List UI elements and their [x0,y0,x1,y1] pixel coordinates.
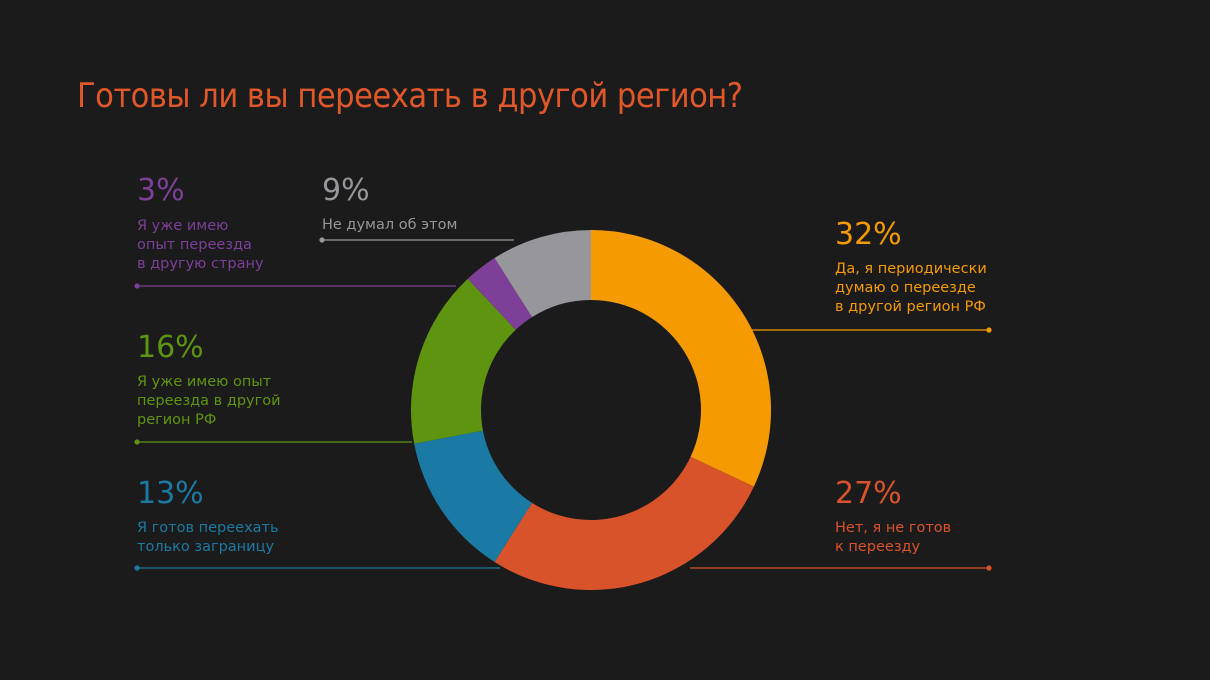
leader-dot-5 [134,283,140,289]
slice-label-2-line-2: к переезду [835,539,921,555]
donut-slice-4 [411,278,516,444]
leader-dot-1 [986,327,992,333]
donut-slice-3 [414,430,533,562]
slice-label-3-line-2: только заграницу [137,539,274,555]
donut-slice-5 [467,258,533,330]
leader-dot-2 [986,565,992,571]
leader-dot-3 [134,565,140,571]
slice-percent-2: 27% [835,476,902,511]
slice-label-6-line-1: Не думал об этом [322,217,457,233]
slice-percent-5: 3% [137,173,185,208]
slice-label-5-line-1: Я уже имею [137,218,228,234]
slice-label-1-line-2: думаю о переезде [835,280,976,296]
slice-label-1-line-1: Да, я периодически [835,261,987,277]
slice-label-3-line-1: Я готов переехать [137,520,279,536]
donut-slice-1 [591,230,771,487]
slice-percent-6: 9% [322,173,370,208]
slice-percent-4: 16% [137,330,204,365]
slice-percent-1: 32% [835,217,902,252]
donut-slice-2 [494,456,754,590]
slice-percent-3: 13% [137,476,204,511]
donut-slice-6 [494,230,591,318]
slice-label-2-line-1: Нет, я не готов [835,520,951,536]
slice-label-1-line-3: в другой регион РФ [835,299,986,315]
chart-title: Готовы ли вы переехать в другой регион? [77,76,743,116]
slice-label-4-line-3: регион РФ [137,412,216,428]
leader-dot-6 [319,237,325,243]
slice-label-5-line-3: в другую страну [137,256,264,272]
slice-label-4-line-1: Я уже имею опыт [137,374,272,390]
slice-label-5-line-2: опыт переезда [137,237,252,253]
leader-dot-4 [134,439,140,445]
slice-label-4-line-2: переезда в другой [137,393,281,409]
